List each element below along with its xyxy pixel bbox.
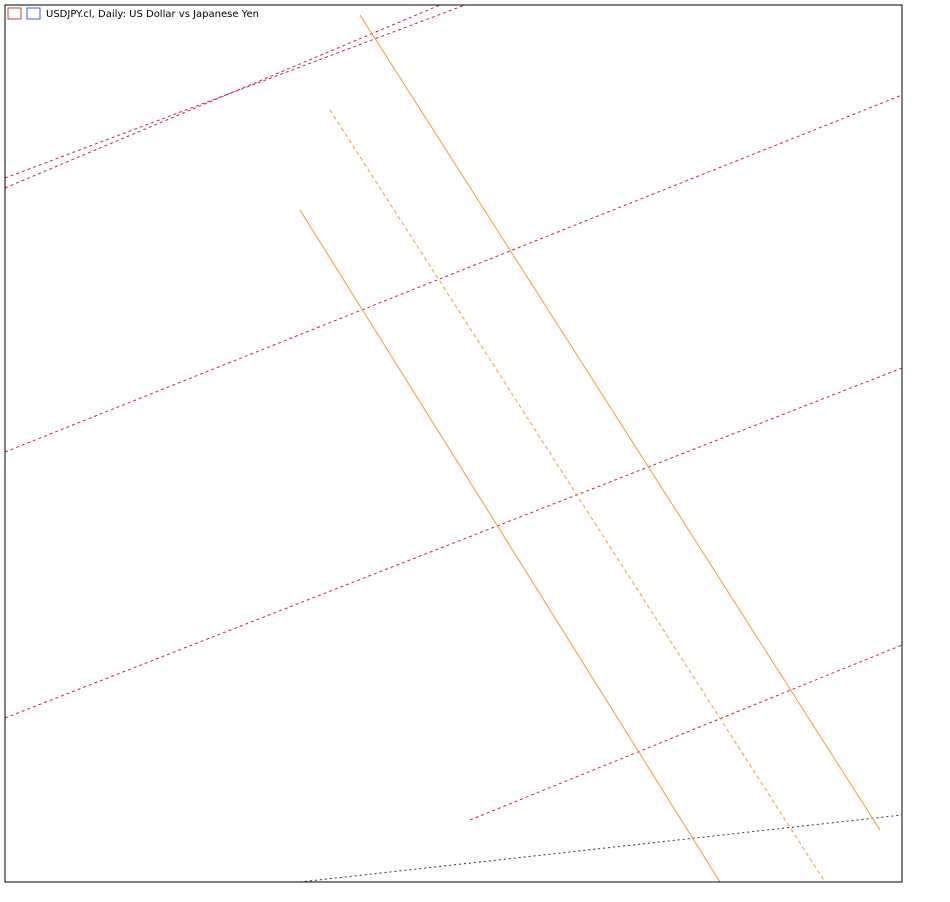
chart-title: USDJPY.cl, Daily: US Dollar vs Japanese … xyxy=(46,9,259,20)
channel-line xyxy=(4,4,441,189)
channel-line xyxy=(359,14,881,831)
icon xyxy=(7,7,22,20)
channel-line xyxy=(4,94,903,453)
plot-frame xyxy=(4,4,903,883)
icon xyxy=(26,7,41,20)
channel-line xyxy=(299,209,721,883)
title-bar: USDJPY.cl, Daily: US Dollar vs Japanese … xyxy=(7,7,259,20)
channel-line xyxy=(4,367,903,719)
channel-line xyxy=(329,109,826,883)
trend-lines xyxy=(4,4,903,883)
trend-line xyxy=(299,814,903,883)
channel-line xyxy=(4,4,466,179)
